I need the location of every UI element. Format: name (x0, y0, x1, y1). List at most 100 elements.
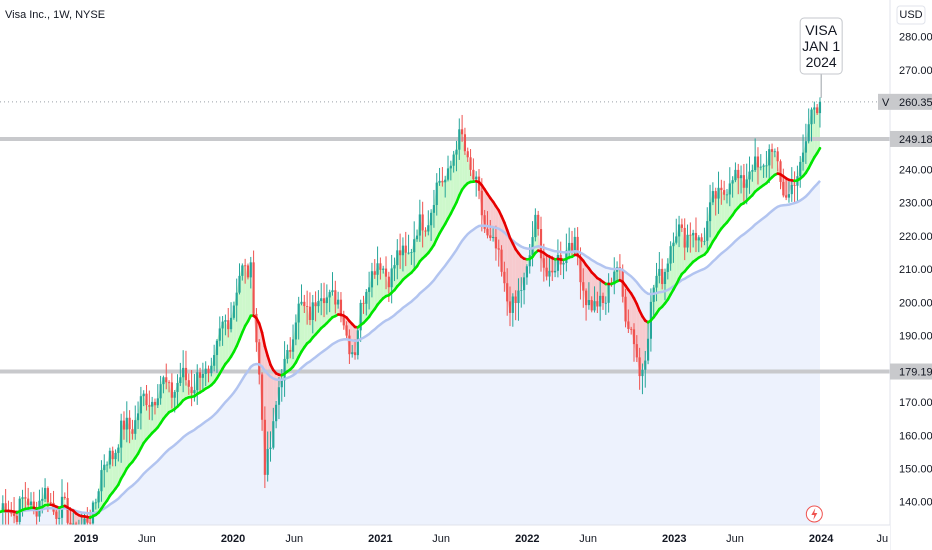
candle-body (362, 302, 365, 304)
candle-body (128, 417, 131, 430)
candle-body (252, 262, 255, 314)
x-tick-label: Jun (579, 533, 597, 545)
candle-body (1, 503, 4, 512)
band-fill-segment (166, 382, 170, 416)
callout-line: 2024 (806, 54, 837, 70)
candle-body (136, 413, 140, 421)
candle-body (537, 214, 540, 230)
candle-body (43, 488, 47, 499)
candle-body (210, 365, 213, 374)
candle-body (353, 352, 357, 356)
candle-body (63, 496, 66, 499)
candle-body (421, 214, 424, 231)
candle-body (551, 270, 554, 273)
band-fill-segment (422, 230, 426, 259)
candle-body (41, 498, 44, 501)
candle-body (711, 191, 714, 203)
chart-title: Visa Inc., 1W, NYSE (5, 9, 105, 21)
candle-body (179, 377, 182, 383)
band-fill-segment (738, 175, 742, 208)
candle-body (793, 185, 796, 186)
candle-body (303, 301, 306, 307)
band-fill-segment (695, 237, 699, 260)
candle-body (151, 401, 154, 407)
band-fill-segment (143, 393, 147, 443)
candle-body (24, 497, 27, 499)
band-fill-segment (493, 201, 496, 249)
candle-body (517, 290, 520, 304)
candle-body (562, 263, 565, 265)
price-axis-background (890, 0, 932, 550)
y-tick-label: 140.00 (899, 497, 932, 509)
candle-body (66, 498, 69, 523)
y-tick-label: 200.00 (899, 297, 932, 309)
band-fill-segment (380, 268, 384, 302)
y-tick-label: 230.00 (899, 198, 932, 210)
fast-ma-segment (263, 344, 269, 358)
candle-body (737, 169, 740, 179)
band-fill-segment (242, 265, 246, 333)
band-fill-segment (188, 386, 192, 398)
candle-body (613, 271, 616, 285)
candle-body (765, 165, 768, 167)
candle-body (587, 300, 591, 306)
candle-body (545, 267, 548, 277)
band-fill-segment (679, 224, 682, 279)
candle-body (280, 380, 283, 388)
candle-body (818, 101, 822, 114)
band-fill-segment (510, 237, 513, 313)
y-tick-label: 270.00 (899, 65, 932, 77)
candle-body (500, 249, 503, 272)
y-tick-label: 190.00 (899, 331, 932, 343)
candle-body (159, 384, 162, 399)
band-fill-segment (772, 151, 775, 178)
candles (1, 97, 822, 547)
candle-body (770, 149, 774, 152)
candle-body (706, 221, 709, 241)
candle-body (807, 124, 810, 142)
band-fill-segment (70, 509, 74, 527)
candle-body (534, 214, 537, 238)
band-fill-segment (450, 154, 454, 214)
currency-label: USD (899, 9, 922, 21)
candle-body (768, 149, 771, 166)
band-fill-segment (22, 497, 26, 510)
candle-body (508, 301, 512, 313)
candle-body (390, 268, 393, 288)
candle-body (570, 242, 574, 251)
candle-body (590, 300, 593, 311)
candle-body (810, 109, 813, 125)
band-fill-segment (538, 229, 542, 259)
candle-body (46, 488, 50, 503)
time-axis[interactable]: 2019 Jun 2020 Jun 2021 Jun 2022 Jun 2023 Jun 2024 J… (0, 524, 890, 550)
candle-body (103, 464, 106, 471)
candle-body (266, 448, 269, 475)
candle-body (553, 270, 557, 273)
candle-body (348, 335, 351, 355)
band-fill-segment (146, 405, 150, 440)
fast-ma-segment (503, 221, 509, 232)
candle-body (246, 265, 250, 278)
band-fill-segment (715, 187, 719, 238)
candle-body (542, 258, 545, 268)
band-fill-segment (129, 429, 133, 465)
candle-body (506, 283, 509, 302)
price-axis[interactable]: USD140.00150.00160.00170.00180.00190.002… (878, 0, 932, 550)
candle-body (675, 236, 678, 243)
callout-line: VISA (805, 22, 838, 38)
band-fill-segment (225, 320, 229, 364)
candle-body (83, 518, 86, 526)
candle-body (342, 316, 345, 326)
x-tick-label: 2019 (74, 533, 98, 545)
candle-body (418, 214, 421, 236)
candle-body (638, 357, 641, 377)
candle-body (105, 464, 109, 466)
band-fill-segment (304, 306, 308, 348)
candle-body (4, 503, 7, 510)
candle-body (458, 129, 461, 150)
candle-body (117, 447, 120, 453)
candle-body (139, 396, 142, 414)
candle-body (213, 355, 216, 366)
candle-body (29, 501, 33, 505)
